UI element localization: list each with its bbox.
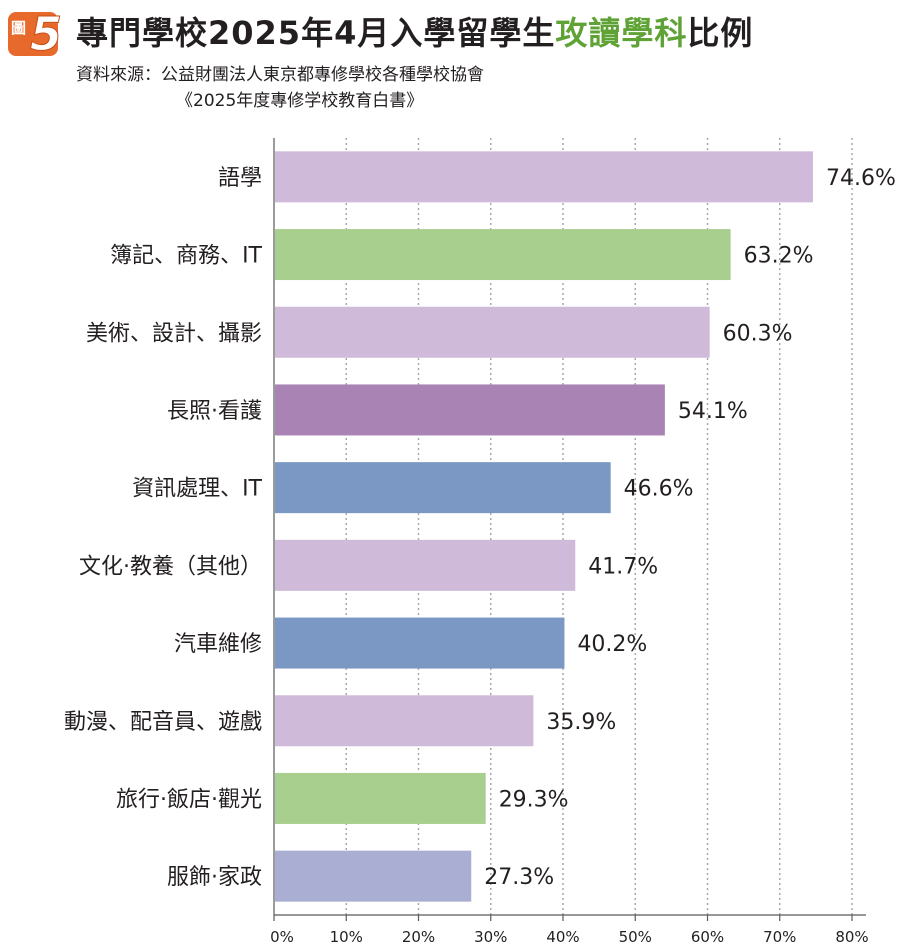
x-tick-label: 30% [474,928,507,946]
value-label: 27.3% [484,865,554,890]
x-tick-label: 20% [402,928,435,946]
bar [275,850,472,902]
bar [275,695,534,747]
value-label: 54.1% [678,399,748,424]
chart-source: 資料來源：公益財團法人東京都專修學校各種學校協會 《2025年度專修学校教育白書… [76,62,484,114]
category-label: 文化·教養（其他） [79,554,262,579]
category-label: 汽車維修 [174,632,262,657]
value-label: 35.9% [546,710,616,735]
title-part-2: 比例 [687,14,754,52]
bar [275,617,565,669]
value-label: 46.6% [624,477,694,502]
bar [275,384,665,436]
value-label: 63.2% [744,244,814,269]
source-line-2: 《2025年度專修学校教育白書》 [176,91,424,111]
category-label: 服飾·家政 [167,865,262,890]
category-label: 語學 [218,166,262,191]
category-label: 簿記、商務、IT [110,244,262,269]
value-label: 40.2% [577,632,647,657]
value-label: 41.7% [588,554,658,579]
value-label: 60.3% [723,321,793,346]
category-label: 動漫、配音員、遊戲 [64,710,262,735]
figure-badge: 圖 5 [8,8,63,61]
x-tick-label: 60% [691,928,724,946]
source-line-1: 資料來源：公益財團法人東京都專修學校各種學校協會 [76,65,484,85]
x-tick-label: 10% [330,928,363,946]
x-tick-label: 40% [546,928,579,946]
bar [275,539,576,591]
badge-shape-icon [8,12,58,56]
x-tick-label: 80% [835,928,868,946]
category-label: 旅行·飯店·觀光 [116,787,262,812]
category-label: 長照·看護 [167,399,262,424]
bar [275,306,710,358]
chart-title: 專門學校2025年4月入學留學生攻讀學科比例 [76,10,753,56]
category-label: 美術、設計、攝影 [86,321,262,346]
badge-word: 圖 [11,19,27,37]
bar [275,462,611,514]
bar [275,772,486,824]
bar [275,229,731,281]
category-label: 資訊處理、IT [132,477,262,502]
value-label: 29.3% [499,787,569,812]
title-highlight: 攻讀學科 [555,14,688,52]
bar [275,151,813,203]
chart-header: 圖 5 專門學校2025年4月入學留學生攻讀學科比例 資料來源：公益財團法人東京… [8,6,892,118]
x-tick-label: 50% [619,928,652,946]
title-part-1: 專門學校2025年4月入學留學生 [76,14,556,52]
value-label: 74.6% [826,166,896,191]
x-tick-label: 70% [763,928,796,946]
badge-number: 5 [29,7,63,61]
x-tick-label: 0% [270,928,294,946]
